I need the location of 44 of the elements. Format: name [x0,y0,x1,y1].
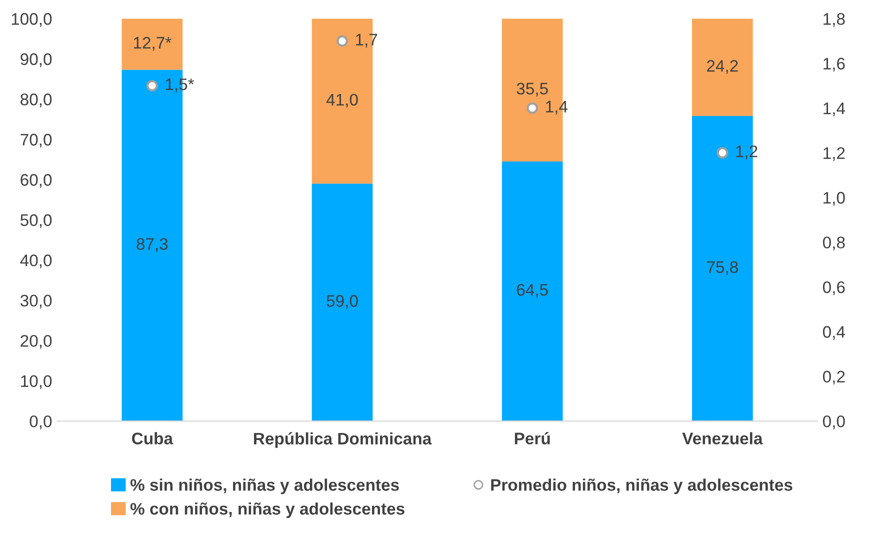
legend-label: % sin niños, niñas y adolescentes [130,478,399,494]
x-tick-label: República Dominicana [254,432,432,448]
data-label: 87,3 [136,238,168,252]
y-tick-label: 90,0 [20,53,52,68]
legend-label: Promedio niños, niñas y adolescentes [491,478,792,494]
y2-tick-label: 0,2 [822,370,845,385]
data-label: 12,7* [134,36,172,51]
point [336,35,348,47]
bar [692,18,753,116]
x-tick-label: Perú [514,432,550,444]
y2-tick-label: 1,4 [824,102,846,116]
y-tick-label: 100,0 [12,13,52,27]
y2-tick-label: 1,0 [824,192,845,206]
x-tick-label: Cuba [132,432,174,444]
legend-label: % con niños, niñas y adolescentes [130,502,404,518]
bar [502,162,563,422]
y2-tick-label: 1,6 [824,58,845,72]
bar [312,184,373,422]
point [526,102,538,114]
x-tick-label: Venezuela [682,432,763,444]
y2-tick-label: 1,8 [824,13,845,27]
y2-tick-label: 0,6 [822,281,845,296]
point [146,80,158,92]
y2-tick-label: 0,0 [822,415,845,430]
data-label: 75,8 [707,261,738,275]
y-tick-label: 70,0 [20,134,52,148]
y-tick-label: 50,0 [20,214,52,228]
y-tick-label: 0,0 [30,415,52,430]
data-label: 59,0 [326,295,358,309]
point [716,147,728,158]
data-label: 64,5 [516,284,548,298]
y-tick-label: 20,0 [20,334,52,349]
y2-tick-label: 0,8 [822,236,845,250]
y2-tick-label: 0,4 [822,326,846,340]
y-tick-label: 30,0 [20,294,52,309]
y2-tick-label: 1,2 [824,147,845,161]
data-label: 24,2 [707,60,738,74]
data-label: 35,5 [516,82,548,97]
y-tick-label: 80,0 [20,94,52,108]
bar [122,18,183,70]
y-tick-label: 60,0 [20,174,52,188]
data-label: 41,0 [326,94,358,108]
y-tick-label: 40,0 [20,254,52,268]
y-tick-label: 10,0 [21,375,52,389]
